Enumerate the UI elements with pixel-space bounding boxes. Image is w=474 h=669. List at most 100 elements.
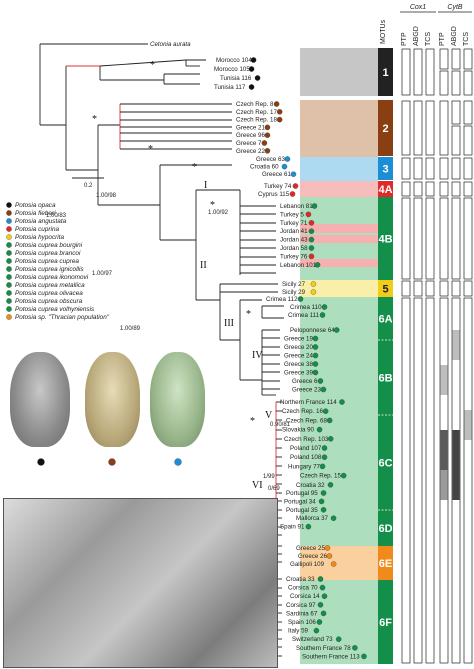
legend-marker	[6, 314, 12, 320]
tip-marker	[317, 602, 324, 608]
tip-label: Greece 25	[296, 545, 325, 552]
species-delim-header: PTP	[439, 32, 446, 46]
tip-marker	[320, 386, 327, 393]
tip-marker	[321, 454, 328, 460]
support-asterisk: *	[148, 144, 153, 155]
legend-entry: Potosia sp. "Thracian population"	[15, 314, 110, 321]
legend-entry: Potosia hypocrita	[15, 234, 64, 241]
tip-label: Turkey 74	[264, 183, 292, 190]
tip-marker	[308, 236, 315, 243]
tip-marker	[327, 436, 334, 442]
tip-label: Portugal 34	[284, 498, 316, 505]
tip-label: Hungary 77	[288, 463, 321, 470]
tip-marker	[284, 156, 291, 162]
delim-bar	[413, 280, 423, 297]
tip-marker	[321, 445, 328, 451]
motu-block	[378, 181, 393, 197]
tip-label: Poland 108	[290, 454, 322, 461]
tip-label: Corsica 70	[288, 585, 318, 592]
tip-marker	[264, 148, 271, 154]
tip-label: Czech Rep. 18	[236, 117, 277, 124]
legend-entry: Potosia cuprea brancoi	[15, 250, 81, 257]
support-asterisk: *	[192, 162, 197, 173]
motu-label: 6F	[379, 617, 392, 629]
tip-marker	[327, 482, 334, 488]
tip-label: Sicily 29	[282, 289, 306, 296]
delim-cell	[452, 430, 460, 500]
legend-entry: Potosia angustata	[15, 218, 67, 225]
legend-marker	[6, 290, 12, 296]
species-delim-header: PTP	[401, 32, 408, 46]
delim-bar	[463, 280, 473, 297]
clade-band	[300, 259, 378, 267]
delim-bar	[451, 280, 461, 297]
tip-marker	[314, 262, 321, 268]
tip-marker	[320, 507, 327, 513]
tip-marker	[312, 352, 319, 359]
tip-marker	[310, 289, 317, 295]
tip-label: Greece 20	[284, 344, 313, 351]
delim-bar	[439, 48, 449, 70]
clade-band	[300, 48, 378, 96]
delim-bar	[451, 100, 461, 125]
tip-marker	[264, 124, 271, 131]
cytb-header: CytB	[447, 4, 463, 11]
tip-label: Czech Rep. 17	[236, 109, 277, 116]
motu-label: 5	[382, 284, 388, 296]
legend-marker	[6, 242, 12, 248]
delim-bar	[463, 48, 473, 70]
motu-block	[378, 546, 393, 580]
tip-label: Turkey 5	[280, 211, 304, 218]
legend-marker	[6, 274, 12, 280]
tip-label: Turkey 76	[280, 253, 308, 260]
support-value: 1/99	[263, 474, 275, 480]
tip-marker	[330, 515, 337, 521]
delim-bar	[413, 100, 423, 156]
tip-marker	[254, 75, 261, 81]
tip-label: Northern France 114	[280, 399, 337, 406]
clade-numeral: I	[204, 180, 207, 191]
tip-marker	[273, 101, 280, 107]
tip-marker	[313, 627, 320, 634]
legend-marker	[6, 218, 12, 224]
delim-bar	[439, 157, 449, 180]
tip-label: Jordan 43	[280, 237, 308, 244]
delim-bar	[439, 181, 449, 197]
tip-marker	[324, 545, 331, 551]
tip-marker	[319, 463, 326, 470]
legend-entry: Potosia cuprea metallica	[15, 282, 85, 289]
tip-label: Greece 19	[284, 336, 313, 343]
species-delim-header: ABGD	[451, 26, 458, 46]
tip-label: Morocco 104	[216, 57, 252, 64]
delim-bar	[463, 197, 473, 280]
delim-bar	[401, 100, 411, 156]
tip-marker	[322, 408, 329, 414]
photo-species-dot	[174, 458, 182, 466]
delim-bar	[413, 297, 423, 664]
delim-bar	[425, 100, 435, 156]
tip-marker	[335, 636, 342, 642]
tip-label: Crimea 110	[290, 304, 322, 311]
tip-label: Tunisia 116	[220, 75, 252, 82]
legend-entry: Potosia cuprea cuprea	[15, 258, 79, 265]
motu-label: 6C	[378, 458, 392, 470]
delim-bar	[463, 157, 473, 180]
legend-marker	[6, 282, 12, 288]
delim-bar	[413, 157, 423, 180]
photo-species-dot	[37, 458, 45, 466]
tip-label: Cyprus 115	[258, 191, 290, 198]
distribution-map	[3, 498, 278, 668]
delim-bar	[425, 48, 435, 96]
outgroup-label: Cetonia aurata	[150, 41, 191, 48]
motu-block	[378, 197, 393, 280]
tip-label: Greece 96	[236, 132, 265, 139]
tip-label: Tunisia 117	[214, 84, 246, 91]
support-value: 0/69	[268, 486, 280, 492]
motu-label: 3	[382, 164, 388, 176]
tip-label: Sicily 27	[282, 281, 306, 288]
legend-entry: Potosia cuprea obscura	[15, 298, 83, 305]
legend-marker	[6, 258, 12, 264]
motu-block	[378, 580, 393, 664]
delim-bar	[425, 297, 435, 664]
delim-bar	[439, 70, 449, 96]
